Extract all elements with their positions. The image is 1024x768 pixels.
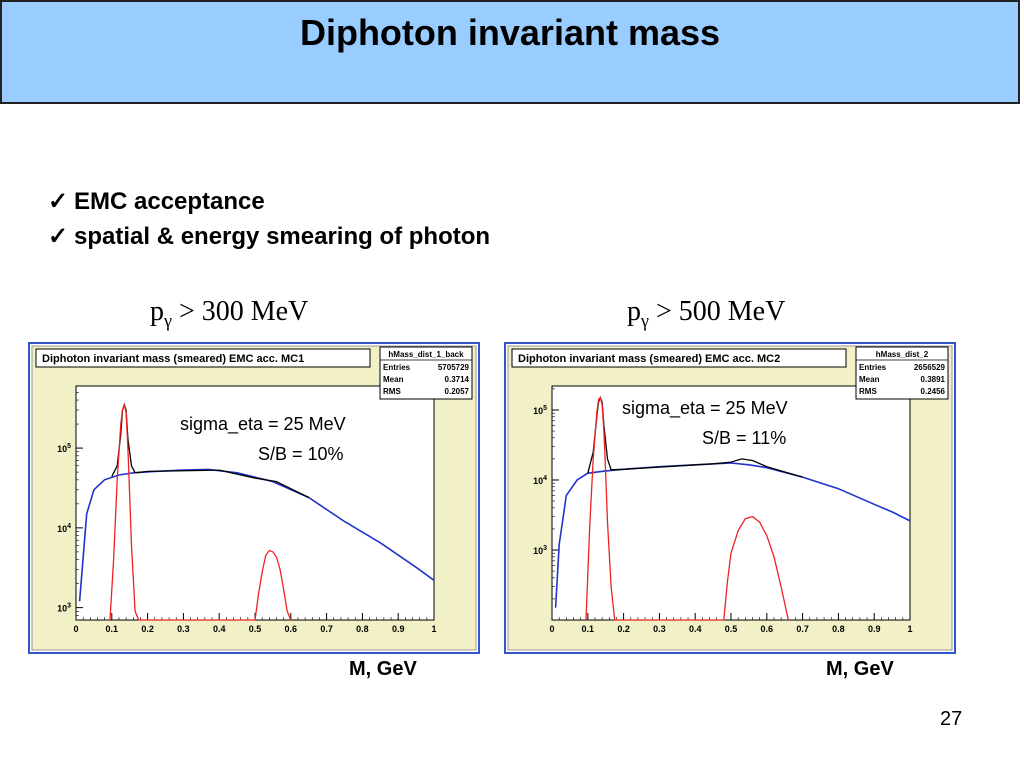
x-tick-label: 0.1 — [106, 624, 119, 634]
stats-value: 0.3891 — [921, 375, 946, 384]
x-tick-label: 1 — [907, 624, 912, 634]
histogram-panel: Diphoton invariant mass (smeared) EMC ac… — [28, 342, 480, 654]
y-tick-label: 103 — [57, 603, 71, 614]
x-tick-label: 0.8 — [832, 624, 845, 634]
stats-frame — [379, 346, 473, 400]
chart-title-frame — [35, 348, 371, 368]
y-tick-label: 104 — [533, 475, 547, 486]
stats-value: 5705729 — [438, 363, 470, 372]
stats-key: RMS — [383, 387, 401, 396]
stats-key: Mean — [859, 375, 880, 384]
chart-title: Diphoton invariant mass (smeared) EMC ac… — [42, 353, 304, 365]
x-tick-label: 0.5 — [249, 624, 262, 634]
chart-title: Diphoton invariant mass (smeared) EMC ac… — [518, 353, 780, 365]
chart-title-box: Diphoton invariant mass (smeared) EMC ac… — [511, 348, 847, 368]
series-signal-line — [585, 396, 789, 621]
stats-box: hMass_dist_1_back Entries 5705729 Mean 0.371… — [379, 346, 473, 400]
cut-label-subscript: γ — [164, 310, 172, 331]
cut-label-subscript: γ — [641, 310, 649, 331]
x-tick-label: 0.3 — [177, 624, 190, 634]
x-tick-label: 0.2 — [141, 624, 154, 634]
stats-box: hMass_dist_2 Entries 2656529 Mean 0.3891 RMS 0… — [855, 346, 949, 400]
cut-label-p: p — [627, 296, 641, 327]
momentum-cut-label: pγ > 300 MeV — [150, 296, 308, 332]
plot-frame — [551, 385, 911, 621]
checkmark-icon: ✓ — [48, 188, 69, 215]
x-tick-label: 0.4 — [689, 624, 702, 634]
bullet-text: EMC acceptance — [74, 188, 265, 215]
x-tick-label: 0.7 — [320, 624, 333, 634]
plot-annotation: S/B = 11% — [702, 428, 786, 448]
plot-annotation: sigma_eta = 25 MeV — [180, 414, 346, 435]
x-tick-label: 0.7 — [796, 624, 809, 634]
bullet-list: ✓ EMC acceptance ✓ spatial & energy smea… — [48, 184, 490, 254]
plot-annotation: S/B = 10% — [258, 444, 344, 464]
y-tick-label: 103 — [533, 545, 547, 556]
plot-frame — [75, 385, 435, 621]
x-tick-label: 0.6 — [761, 624, 774, 634]
x-tick-label: 0.2 — [617, 624, 630, 634]
series-signal-line — [109, 402, 292, 621]
x-tick-label: 0 — [549, 624, 554, 634]
checkmark-icon: ✓ — [48, 223, 69, 250]
momentum-cut-label: pγ > 500 MeV — [627, 296, 785, 332]
cut-label-value: > 300 MeV — [171, 296, 309, 327]
slide-title: Diphoton invariant mass — [299, 12, 721, 53]
plot-annotation: sigma_eta = 25 MeV — [622, 398, 788, 419]
stats-key: Mean — [383, 375, 404, 384]
series-background-line — [78, 468, 435, 602]
x-tick-label: 0.3 — [653, 624, 666, 634]
chart-title-frame — [511, 348, 847, 368]
histogram-panel: Diphoton invariant mass (smeared) EMC ac… — [504, 342, 956, 654]
y-tick-label: 105 — [57, 443, 71, 454]
histogram-chart: Diphoton invariant mass (smeared) EMC ac… — [31, 345, 477, 651]
page-number: 27 — [940, 708, 963, 730]
stats-key: Entries — [383, 363, 411, 372]
cut-label-value: > 500 MeV — [648, 296, 786, 327]
x-axis-unit-label: M, GeV — [826, 658, 894, 680]
chart-title-box: Diphoton invariant mass (smeared) EMC ac… — [35, 348, 371, 368]
stats-value: 2656529 — [914, 363, 946, 372]
x-tick-label: 0.1 — [582, 624, 595, 634]
x-tick-label: 0.5 — [725, 624, 738, 634]
x-tick-label: 1 — [431, 624, 436, 634]
bullet-item: ✓ spatial & energy smearing of photon — [48, 219, 490, 254]
stats-key: Entries — [859, 363, 887, 372]
stats-value: 0.3714 — [445, 375, 470, 384]
bullet-item: ✓ EMC acceptance — [48, 184, 490, 219]
x-tick-label: 0.9 — [868, 624, 881, 634]
stats-frame — [855, 346, 949, 400]
x-tick-label: 0.4 — [213, 624, 226, 634]
x-tick-label: 0.9 — [392, 624, 405, 634]
bullet-text: spatial & energy smearing of photon — [74, 223, 491, 250]
x-tick-label: 0.8 — [356, 624, 369, 634]
title-bar: Diphoton invariant mass — [0, 0, 1020, 104]
stats-key: RMS — [859, 387, 877, 396]
stats-name: hMass_dist_2 — [876, 350, 929, 359]
x-tick-label: 0 — [73, 624, 78, 634]
stats-name: hMass_dist_1_back — [388, 350, 464, 359]
stats-value: 0.2456 — [921, 387, 946, 396]
y-tick-label: 105 — [533, 405, 547, 416]
x-axis-unit-label: M, GeV — [349, 658, 417, 680]
cut-label-p: p — [150, 296, 164, 327]
y-tick-label: 104 — [57, 523, 71, 534]
stats-value: 0.2057 — [445, 387, 470, 396]
x-tick-label: 0.6 — [285, 624, 298, 634]
histogram-chart: Diphoton invariant mass (smeared) EMC ac… — [507, 345, 953, 651]
